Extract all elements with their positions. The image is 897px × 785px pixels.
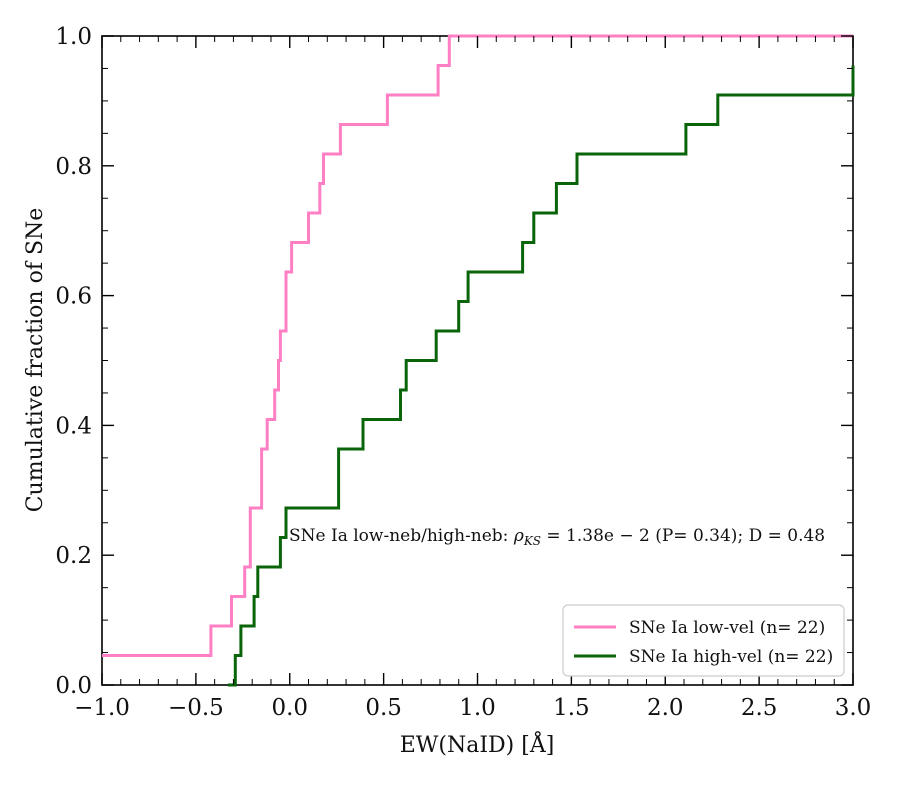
x-tick-label: 2.5 — [741, 695, 778, 721]
annotation-ks-test: SNe Ia low-neb/high-neb: ρKS = 1.38e − 2… — [289, 526, 825, 548]
legend-box — [562, 604, 845, 677]
x-tick-label: 3.0 — [835, 695, 872, 721]
x-tick-label: 0.5 — [365, 695, 402, 721]
y-tick-label: 0.8 — [55, 154, 92, 180]
annotation-rho: ρ — [513, 526, 524, 546]
series-layer — [102, 34, 855, 687]
x-tick-label: −0.5 — [168, 695, 224, 721]
y-tick-label: 0.6 — [55, 284, 92, 310]
legend: SNe Ia low-vel (n= 22) SNe Ia high-vel (… — [562, 604, 845, 677]
y-axis-label: Cumulative fraction of SNe — [23, 208, 48, 513]
x-tick-label: 1.0 — [459, 695, 496, 721]
legend-label-low-vel: SNe Ia low-vel (n= 22) — [629, 618, 825, 638]
x-axis-label: EW(NaID) [Å] — [400, 730, 555, 758]
y-tick-label: 1.0 — [55, 24, 92, 50]
plot-area: −1.0 −0.5 0.0 0.5 1.0 1.5 2.0 2.5 3.0 0.0 0.2 0.4 0.… — [55, 24, 871, 721]
x-tick-label: 2.0 — [647, 695, 684, 721]
x-tick-label: 0.0 — [271, 695, 308, 721]
x-tick-label: −1.0 — [74, 695, 130, 721]
annotation-prefix: SNe Ia low-neb/high-neb: — [289, 526, 514, 546]
y-tick-label: 0.2 — [55, 543, 92, 569]
series-line-high-vel — [227, 65, 855, 687]
ticks-layer: −1.0 −0.5 0.0 0.5 1.0 1.5 2.0 2.5 3.0 0.0 0.2 0.4 0.… — [55, 24, 871, 721]
plot-frame — [101, 35, 854, 686]
series-line-low-vel — [102, 34, 853, 657]
annotation-rho-subscript: KS — [523, 534, 541, 548]
y-tick-label: 0.4 — [55, 413, 92, 439]
annotation-suffix: = 1.38e − 2 (P= 0.34); D = 0.48 — [541, 526, 825, 546]
y-tick-label: 0.0 — [55, 673, 92, 699]
x-tick-label: 1.5 — [553, 695, 590, 721]
legend-label-high-vel: SNe Ia high-vel (n= 22) — [629, 647, 833, 667]
